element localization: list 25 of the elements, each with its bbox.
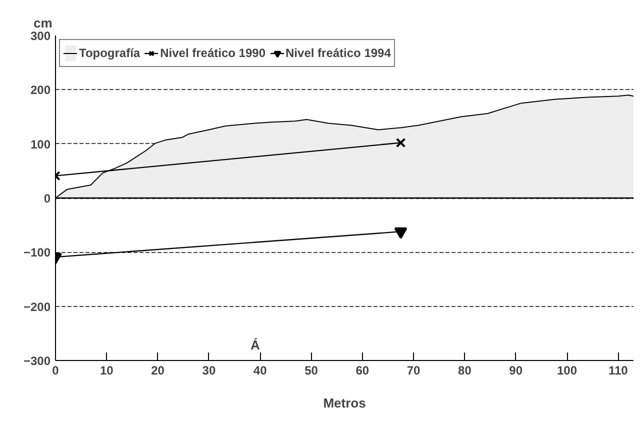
- x-tick-label: 110: [608, 364, 628, 378]
- x-tick-label: 60: [356, 364, 370, 378]
- x-tick-label: 50: [304, 364, 318, 378]
- y-tick-label: 300: [30, 29, 51, 43]
- legend-label: Topografía: [79, 46, 140, 60]
- x-tick-label: 20: [151, 364, 165, 378]
- x-tick-label: 70: [406, 364, 421, 378]
- legend-label: Nivel freático 1994: [286, 46, 391, 60]
- legend-label: Nivel freático 1990: [160, 46, 266, 60]
- x-tick-label: 90: [509, 364, 523, 378]
- y-tick-label: 200: [30, 83, 51, 98]
- x-tick-label: 40: [253, 364, 268, 378]
- x-tick-label: 100: [556, 364, 578, 378]
- y-tick-label: −100: [23, 246, 51, 260]
- x-axis-title: Metros: [323, 396, 366, 410]
- y-tick-label: −300: [23, 354, 51, 368]
- x-tick-label: 10: [100, 364, 114, 378]
- x-tick-label: 0: [52, 364, 60, 378]
- y-tick-label: 100: [30, 137, 51, 152]
- y-tick-label: −200: [23, 300, 51, 314]
- y-tick-label: 0: [44, 192, 51, 206]
- x-tick-label: 30: [202, 364, 216, 378]
- x-tick-label: 80: [458, 364, 472, 378]
- annotation: Á: [250, 338, 260, 352]
- y-axis-title: cm: [34, 16, 52, 30]
